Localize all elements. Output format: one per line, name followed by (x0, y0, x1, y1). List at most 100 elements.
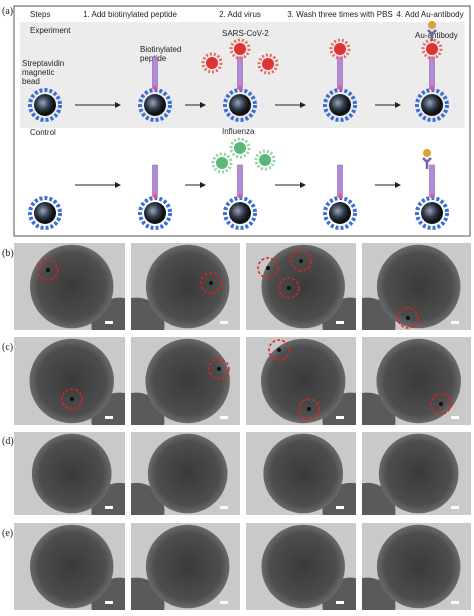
biotin (152, 193, 158, 199)
scale-bar (220, 601, 228, 604)
steps-title: Steps (30, 10, 50, 19)
highlight-circle (37, 259, 59, 281)
gold-dot (299, 259, 303, 263)
virus-spikes (421, 38, 443, 60)
tem-particle (263, 433, 344, 514)
scale-bar (105, 506, 113, 509)
scale-bar (451, 506, 459, 509)
gold-dot (406, 316, 410, 320)
gold-dot (307, 407, 311, 411)
tem-particle (260, 338, 346, 424)
peptide (429, 164, 435, 196)
biotin (429, 193, 435, 199)
tem-image (131, 337, 240, 425)
peptide (152, 164, 158, 196)
virus-spikes (201, 52, 223, 74)
antibody-label: Au-antibody (415, 31, 458, 40)
tem-image (362, 523, 471, 610)
scale-bar (336, 601, 344, 604)
gold-dot (277, 348, 281, 352)
highlight-circle (430, 393, 452, 415)
antibody (427, 29, 437, 41)
scale-bar (336, 506, 344, 509)
tem-image (14, 243, 125, 330)
biotin (237, 193, 243, 199)
virus-spikes (329, 38, 351, 60)
gold-dot (209, 281, 213, 285)
tem-particle (261, 244, 345, 329)
tem-particle (29, 244, 114, 329)
scale-bar (336, 321, 344, 324)
antibody (422, 157, 432, 169)
biotin (337, 193, 343, 199)
panel-label: (c) (2, 342, 13, 353)
tem-particle (376, 524, 461, 609)
tem-particle (145, 338, 230, 424)
bead-coat (28, 196, 62, 230)
scale-bar (336, 416, 344, 419)
highlight-circle (397, 307, 419, 329)
bead (144, 202, 166, 224)
scale-bar (451, 601, 459, 604)
virus (426, 43, 438, 55)
scale-bar (105, 601, 113, 604)
panel-label: (b) (2, 248, 14, 259)
panel-label: (a) (2, 6, 13, 17)
virus-spikes (211, 152, 233, 174)
highlight-circle (61, 388, 83, 410)
tem-image (14, 523, 125, 610)
tem-image (246, 337, 356, 425)
bead (421, 202, 443, 224)
gold-dot (287, 286, 291, 290)
peptide (237, 164, 243, 196)
tem-image (131, 243, 240, 330)
virus-label: SARS-CoV-2 (222, 29, 269, 38)
step: 1. Add biotinylated peptide (83, 10, 177, 19)
scale-bar (105, 416, 113, 419)
bead (144, 94, 166, 116)
bead-coat (28, 88, 62, 122)
bead (34, 94, 56, 116)
bead-label: Streptavidin magnetic bead (22, 59, 64, 86)
tem-particle (29, 524, 114, 609)
tem-image (362, 432, 471, 515)
scale-bar (220, 321, 228, 324)
gold-dot (70, 397, 74, 401)
step: 4. Add Au-antibody (396, 10, 463, 19)
tem-image (14, 432, 125, 515)
virus-spikes (254, 149, 276, 171)
gold-dot (46, 268, 50, 272)
control-label: Control (30, 128, 56, 137)
gold (423, 149, 431, 157)
tem-image (362, 337, 471, 425)
tem-image (14, 337, 125, 425)
peptide (152, 56, 158, 88)
step: 2. Add virus (219, 10, 261, 19)
highlight-circle (200, 272, 222, 294)
bead (229, 202, 251, 224)
gold (428, 21, 436, 29)
peptide (429, 56, 435, 88)
tem-particle (376, 338, 461, 424)
highlight-circle (290, 250, 312, 272)
tem-image (362, 243, 471, 330)
scale-bar (220, 416, 228, 419)
highlight-circle (298, 398, 320, 420)
bead (421, 94, 443, 116)
peptide (237, 56, 243, 88)
highlight-circle (278, 277, 300, 299)
tem-particle (145, 524, 230, 609)
panel-label: (d) (2, 436, 14, 447)
virus (334, 43, 346, 55)
tem-particle (378, 433, 459, 514)
panel-a-frame (13, 5, 471, 237)
tem-image (246, 523, 356, 610)
tem-image (246, 243, 356, 330)
gold-dot (266, 266, 270, 270)
biotin (237, 85, 243, 91)
bead (329, 94, 351, 116)
gold-dot (439, 402, 443, 406)
virus (259, 154, 271, 166)
highlight-circle (208, 358, 230, 380)
